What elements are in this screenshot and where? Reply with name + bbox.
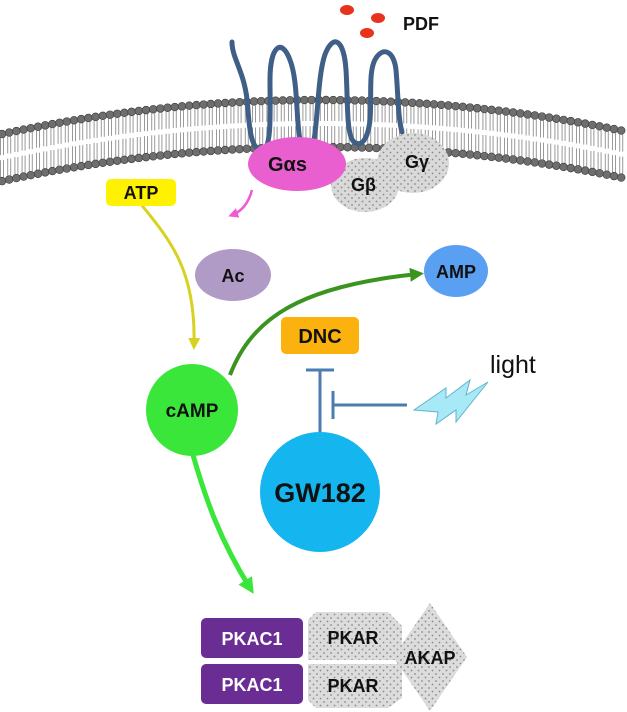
gw182-node — [260, 432, 380, 552]
pkac1-bottom — [201, 664, 303, 704]
gw182-label: GW182 — [274, 478, 366, 508]
arrow-galpha-to-ac — [228, 189, 254, 218]
pdf-ligand-dot — [340, 5, 354, 15]
arrow-camp-to-pka — [190, 454, 254, 594]
pkar-top-label: PKAR — [327, 628, 378, 648]
camp-node — [146, 364, 238, 456]
pkac1-top-label: PKAC1 — [221, 629, 282, 649]
akap-label: AKAP — [404, 648, 455, 668]
pdf-label: PDF — [403, 14, 439, 34]
dnc-box — [281, 317, 359, 354]
light-label: light — [490, 351, 536, 379]
dnc-label: DNC — [298, 326, 341, 348]
ac-node — [195, 249, 271, 301]
pkar-bottom-label: PKAR — [327, 676, 378, 696]
amp-node — [424, 245, 488, 297]
gpcr-receptor — [229, 39, 405, 153]
g-alpha-s-subunit — [248, 137, 346, 191]
g-gamma-label: Gγ — [405, 152, 429, 172]
pdf-ligand-dot — [371, 13, 385, 23]
arrow-camp-to-amp — [228, 267, 424, 376]
atp-label: ATP — [124, 183, 159, 203]
g-alpha-s-label: Gαs — [268, 154, 307, 176]
ac-label: Ac — [221, 266, 244, 286]
g-beta-label: Gβ — [351, 175, 376, 195]
camp-label: cAMP — [166, 401, 219, 422]
lightning-bolt-icon — [412, 378, 489, 426]
pkac1-top — [201, 618, 303, 658]
atp-box — [106, 179, 176, 206]
amp-label: AMP — [436, 262, 476, 282]
arrow-atp-to-camp — [138, 202, 201, 350]
pka-complex: PKAC1 PKAC1 PKAR PKAR AKAP — [201, 603, 467, 711]
pdf-ligand-dot — [360, 28, 374, 38]
pkac1-bottom-label: PKAC1 — [221, 675, 282, 695]
